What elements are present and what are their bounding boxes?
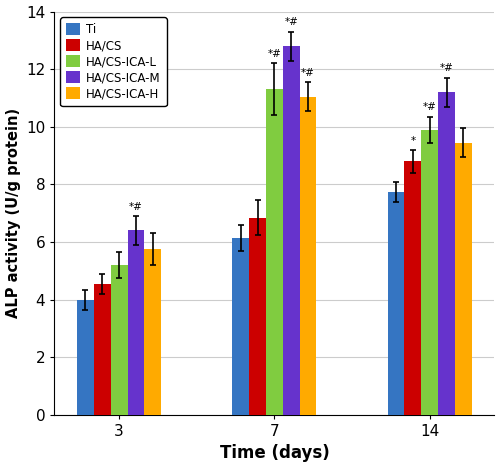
Text: *#: *#	[423, 102, 436, 112]
Text: *#: *#	[268, 49, 281, 59]
Bar	[283, 46, 300, 415]
Bar	[422, 130, 438, 415]
Bar	[249, 218, 266, 415]
Bar	[266, 89, 283, 415]
Text: *#: *#	[440, 64, 454, 73]
X-axis label: Time (days): Time (days)	[220, 445, 330, 462]
Bar	[438, 92, 455, 415]
Bar	[110, 265, 128, 415]
Bar	[388, 191, 404, 415]
Bar	[144, 249, 161, 415]
Bar	[404, 161, 421, 415]
Bar	[128, 231, 144, 415]
Text: *#: *#	[284, 17, 298, 28]
Legend: Ti, HA/CS, HA/CS-ICA-L, HA/CS-ICA-M, HA/CS-ICA-H: Ti, HA/CS, HA/CS-ICA-L, HA/CS-ICA-M, HA/…	[60, 17, 167, 106]
Y-axis label: ALP activity (U/g protein): ALP activity (U/g protein)	[6, 108, 20, 318]
Text: *#: *#	[129, 202, 143, 212]
Text: *: *	[410, 136, 416, 146]
Bar	[77, 300, 94, 415]
Bar	[232, 238, 249, 415]
Bar	[455, 143, 472, 415]
Bar	[300, 96, 316, 415]
Text: *#: *#	[301, 68, 315, 78]
Bar	[94, 284, 110, 415]
